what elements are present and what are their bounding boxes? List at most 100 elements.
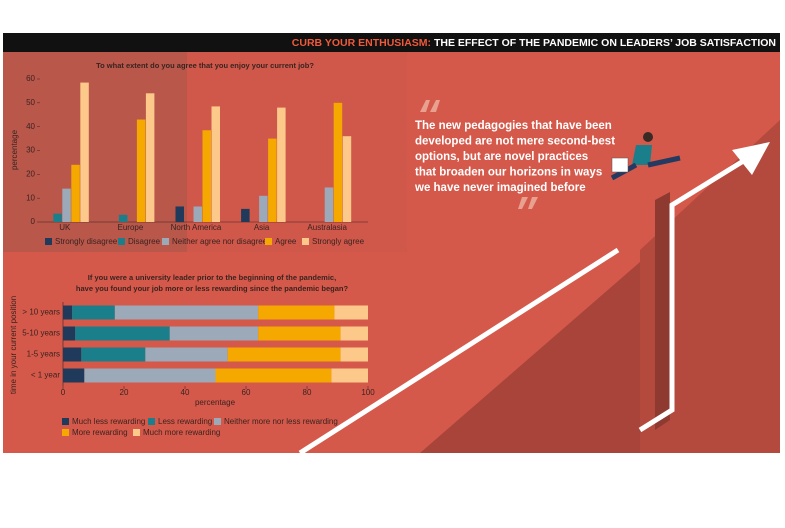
bar — [268, 138, 277, 222]
banner-text: THE EFFECT OF THE PANDEMIC ON LEADERS’ J… — [434, 37, 776, 49]
banner — [3, 33, 780, 52]
wall — [640, 120, 780, 453]
left-panel — [3, 52, 187, 252]
bar-segment — [81, 347, 146, 362]
y-axis-label: percentage — [10, 129, 19, 170]
bar — [342, 136, 352, 222]
y-tick-label: 5-10 years — [22, 329, 60, 338]
bar-segment — [63, 305, 73, 320]
x-tick-label: UK — [59, 223, 71, 232]
arrow-line — [298, 247, 620, 456]
y-tick-label: 20 — [26, 169, 35, 178]
panel — [187, 52, 407, 252]
x-tick-label: Asia — [254, 223, 270, 232]
bar — [277, 107, 286, 222]
bar — [202, 130, 211, 222]
x-tick-label: 40 — [181, 388, 190, 397]
legend-label: Strongly agree — [312, 237, 365, 246]
legend-label: More rewarding — [72, 428, 128, 437]
bar-segment — [258, 305, 335, 320]
legend-swatch — [214, 418, 221, 425]
bar-segment — [63, 326, 76, 341]
chart-title: To what extent do you agree that you enj… — [96, 61, 314, 70]
wall — [420, 262, 640, 453]
arrow-head — [732, 142, 770, 175]
bar-segment — [63, 368, 85, 383]
bar — [145, 93, 155, 222]
bar — [324, 187, 334, 222]
banner-kicker: CURB YOUR ENTHUSIASM: — [292, 37, 431, 49]
bar-segment — [75, 326, 170, 341]
bar-segment — [72, 305, 115, 320]
bar — [175, 206, 184, 222]
legend-label: Agree — [275, 237, 297, 246]
legend-swatch — [302, 238, 309, 245]
quote: The new pedagogies that have been develop… — [414, 100, 615, 209]
x-tick-label: 100 — [361, 388, 375, 397]
bar — [136, 119, 146, 222]
bar-segment — [258, 326, 341, 341]
x-axis-label: percentage — [195, 398, 236, 407]
legend-label: Strongly disagree — [55, 237, 118, 246]
legend-swatch — [45, 238, 52, 245]
legend-swatch — [62, 429, 69, 436]
y-tick-label: 1-5 years — [27, 350, 60, 359]
quote-mark — [518, 197, 538, 209]
y-tick-label: 60 — [26, 74, 35, 83]
bar — [193, 206, 202, 222]
y-axis-label: time in your current position — [9, 296, 18, 394]
y-tick-label: 50 — [26, 98, 35, 107]
person — [610, 132, 681, 181]
bar-segment — [334, 305, 368, 320]
legend-swatch — [62, 418, 69, 425]
quote-mark — [420, 100, 440, 112]
bar — [211, 106, 220, 222]
legend-label: Much less rewarding — [72, 417, 145, 426]
quote-line: options, but are novel practices — [415, 151, 588, 163]
quote-line: that broaden our horizons in ways — [415, 167, 602, 179]
bar — [53, 213, 62, 222]
legend-label: Much more rewarding — [143, 428, 220, 437]
bar-segment — [340, 347, 368, 362]
x-tick-label: 60 — [242, 388, 251, 397]
x-tick-label: 0 — [61, 388, 66, 397]
banner-title: CURB YOUR ENTHUSIASM: THE EFFECT OF THE … — [292, 37, 776, 49]
legend-label: Disagree — [128, 237, 161, 246]
x-tick-label: 20 — [120, 388, 129, 397]
bar-segment — [145, 347, 228, 362]
quote-line: The new pedagogies that have been — [415, 120, 612, 132]
bar-segment — [84, 368, 216, 383]
legend-swatch — [162, 238, 169, 245]
bar — [62, 188, 71, 222]
bar — [118, 214, 128, 222]
step — [655, 192, 670, 430]
y-tick-label: 40 — [26, 122, 35, 131]
bar-segment — [169, 326, 259, 341]
bar — [259, 195, 268, 222]
x-tick-label: Europe — [118, 223, 144, 232]
bar-segment — [331, 368, 368, 383]
legend-label: Neither more nor less rewarding — [224, 417, 338, 426]
y-tick-label: 30 — [26, 146, 35, 155]
bar — [333, 102, 343, 222]
legend-label: Neither agree nor disagree — [172, 237, 268, 246]
y-tick-label: 0 — [31, 217, 36, 226]
chart-title: If you were a university leader prior to… — [76, 273, 349, 293]
x-tick-label: North America — [171, 223, 222, 232]
legend-label: Less rewarding — [158, 417, 212, 426]
x-tick-label: Australasia — [307, 223, 347, 232]
legend-swatch — [265, 238, 272, 245]
y-tick-label: > 10 years — [22, 308, 60, 317]
bar-segment — [340, 326, 368, 341]
bar-segment — [227, 347, 341, 362]
bar — [80, 82, 89, 222]
bar-segment — [63, 347, 82, 362]
quote-line: we have never imagined before — [414, 182, 586, 194]
arrow-line — [638, 157, 747, 433]
legend-swatch — [133, 429, 140, 436]
y-tick-label: 10 — [26, 193, 35, 202]
bar-segment — [215, 368, 332, 383]
bar — [241, 208, 250, 222]
legend-swatch — [118, 238, 125, 245]
